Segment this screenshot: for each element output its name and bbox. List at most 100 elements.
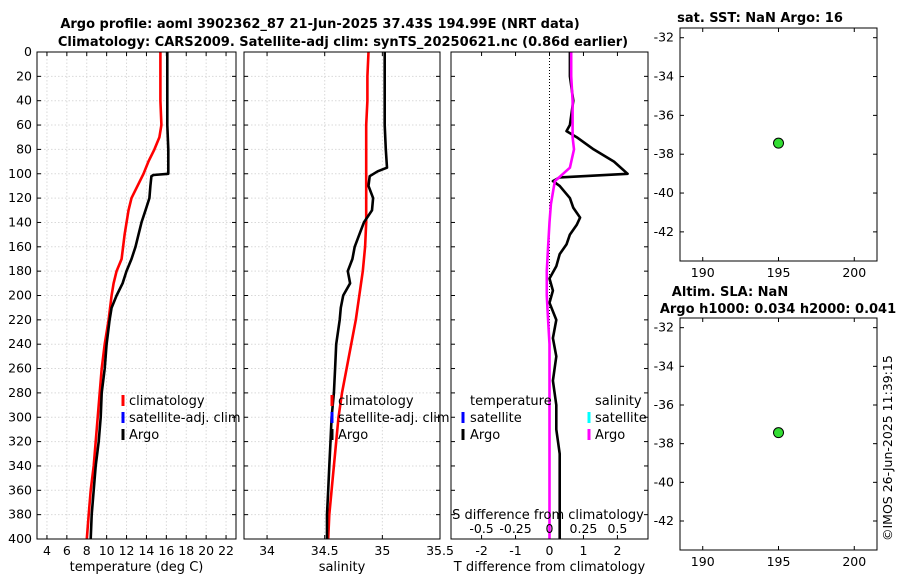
axes-frame bbox=[243, 51, 441, 540]
y-tick-label: 160 bbox=[8, 239, 32, 254]
x-axis-label: temperature (deg C) bbox=[70, 560, 204, 575]
y-tick-label: 320 bbox=[8, 434, 32, 449]
y-tick-label: 260 bbox=[8, 361, 32, 376]
x-tick-label: 6 bbox=[63, 543, 71, 558]
y-tick-label: -40 bbox=[654, 185, 674, 200]
x-tick-label: 20 bbox=[198, 543, 214, 558]
legend-label: satellite-adj. clim bbox=[129, 411, 241, 426]
y-tick-label: -34 bbox=[654, 69, 674, 84]
salinity-panel: 34 34.5 35 35.5 climatology satellite-adj. cl… bbox=[243, 51, 454, 575]
argo-line bbox=[89, 52, 170, 540]
sst-map-panel: -32 -34 -36 -38 -40 -42 190 195 200 bbox=[654, 27, 878, 280]
y-tick-label: -42 bbox=[654, 513, 674, 528]
argo-line bbox=[325, 52, 389, 539]
y-tick-label: 0 bbox=[24, 44, 32, 59]
y-tick-label: 20 bbox=[16, 68, 32, 83]
x-tick-label: 1 bbox=[579, 543, 587, 558]
y-tick-label: 80 bbox=[16, 141, 32, 156]
x-tick-label: 200 bbox=[842, 554, 866, 569]
y-tick-label: -42 bbox=[654, 224, 674, 239]
s-tick-label: -0.5 bbox=[469, 521, 493, 536]
y-tick-label: 360 bbox=[8, 482, 32, 497]
y-tick-label: 40 bbox=[16, 93, 32, 108]
argo-s-diff-line bbox=[545, 52, 576, 539]
figure-title-line2: Climatology: CARS2009. Satellite-adj cli… bbox=[58, 35, 628, 50]
s-axis-label: S difference from climatology bbox=[452, 508, 644, 523]
sla-map-title-line2: Argo h1000: 0.034 h2000: 0.041 bbox=[660, 302, 896, 317]
legend-label: Argo bbox=[338, 428, 368, 443]
y-tick-label: 280 bbox=[8, 385, 32, 400]
y-tick-label: -32 bbox=[654, 30, 674, 45]
s-tick-label: 0 bbox=[546, 521, 554, 536]
y-tick-label: 180 bbox=[8, 263, 32, 278]
x-tick-label: 4 bbox=[43, 543, 51, 558]
axes-frame bbox=[450, 51, 649, 540]
y-tick-label: -34 bbox=[654, 358, 674, 373]
figure-title-line1: Argo profile: aoml 3902362_87 21-Jun-202… bbox=[60, 17, 579, 32]
x-tick-label: 195 bbox=[767, 265, 791, 280]
x-tick-label: 18 bbox=[178, 543, 194, 558]
x-tick-label: -1 bbox=[509, 543, 521, 558]
x-tick-label: 35.5 bbox=[426, 543, 454, 558]
y-tick-label: 200 bbox=[8, 288, 32, 303]
x-tick-label: 16 bbox=[158, 543, 174, 558]
y-tick-label: 60 bbox=[16, 117, 32, 132]
y-tick-label: 100 bbox=[8, 166, 32, 181]
sst-map-title: sat. SST: NaN Argo: 16 bbox=[677, 11, 843, 26]
x-tick-label: 10 bbox=[99, 543, 115, 558]
axes-frame bbox=[36, 51, 237, 540]
x-tick-label: 34 bbox=[259, 543, 275, 558]
x-tick-label: 34.5 bbox=[311, 543, 339, 558]
x-tick-label: 2 bbox=[613, 543, 621, 558]
x-tick-label: 8 bbox=[83, 543, 91, 558]
profile-location-dot bbox=[773, 427, 784, 439]
argo-t-diff-line bbox=[548, 52, 629, 539]
legend-label: satellite-adj. clim bbox=[338, 411, 450, 426]
legend-label: satellite bbox=[595, 411, 647, 426]
sla-map-panel: -32 -34 -36 -38 -40 -42 190 195 200 bbox=[654, 317, 878, 569]
legend-label: climatology bbox=[129, 394, 205, 409]
x-tick-label: 200 bbox=[842, 265, 866, 280]
legend-label: Argo bbox=[595, 428, 625, 443]
x-axis-label: salinity bbox=[319, 560, 366, 575]
y-tick-label: -36 bbox=[654, 397, 674, 412]
x-tick-label: 0 bbox=[546, 543, 554, 558]
y-tick-label: -32 bbox=[654, 320, 674, 335]
climatology-line bbox=[326, 51, 370, 540]
x-tick-label: 190 bbox=[691, 554, 715, 569]
legend-label: satellite bbox=[470, 411, 522, 426]
legend-title-salinity: salinity bbox=[595, 394, 642, 409]
legend-title-temperature: temperature bbox=[470, 394, 552, 409]
x-tick-label: 22 bbox=[218, 543, 234, 558]
temperature-panel: 0 20 40 60 80 100 120 140 160 180 200 220 240 260 280 3… bbox=[8, 44, 240, 575]
timestamp: ©IMOS 26-Jun-2025 11:39:15 bbox=[880, 355, 895, 541]
profile-location-dot bbox=[773, 137, 784, 149]
y-tick-label: 140 bbox=[8, 214, 32, 229]
y-tick-label: -36 bbox=[654, 107, 674, 122]
y-tick-label: 400 bbox=[8, 531, 32, 546]
legend-label: climatology bbox=[338, 394, 414, 409]
y-tick-label: 120 bbox=[8, 190, 32, 205]
x-tick-label: 195 bbox=[767, 554, 791, 569]
y-tick-label: -38 bbox=[654, 436, 674, 451]
x-tick-label: 190 bbox=[691, 265, 715, 280]
sla-map-title: Altim. SLA: NaN bbox=[672, 285, 788, 300]
y-tick-label: 220 bbox=[8, 312, 32, 327]
x-axis-label: T difference from climatology bbox=[453, 560, 646, 575]
s-tick-label: 0.5 bbox=[607, 521, 627, 536]
y-tick-label: 380 bbox=[8, 507, 32, 522]
x-tick-label: 12 bbox=[119, 543, 135, 558]
difference-panel: -2 -1 0 1 2 -0.5 -0.25 0 0.25 0.5S difference fro… bbox=[450, 51, 649, 575]
s-tick-label: 0.25 bbox=[570, 521, 598, 536]
climatology-line bbox=[85, 52, 163, 540]
y-tick-label: 240 bbox=[8, 336, 32, 351]
legend-label: Argo bbox=[129, 428, 159, 443]
y-tick-label: 300 bbox=[8, 409, 32, 424]
x-tick-label: 35 bbox=[374, 543, 390, 558]
x-tick-label: -2 bbox=[475, 543, 487, 558]
legend-label: Argo bbox=[470, 428, 500, 443]
s-tick-label: -0.25 bbox=[499, 521, 531, 536]
y-tick-label: -38 bbox=[654, 146, 674, 161]
x-tick-label: 14 bbox=[138, 543, 154, 558]
